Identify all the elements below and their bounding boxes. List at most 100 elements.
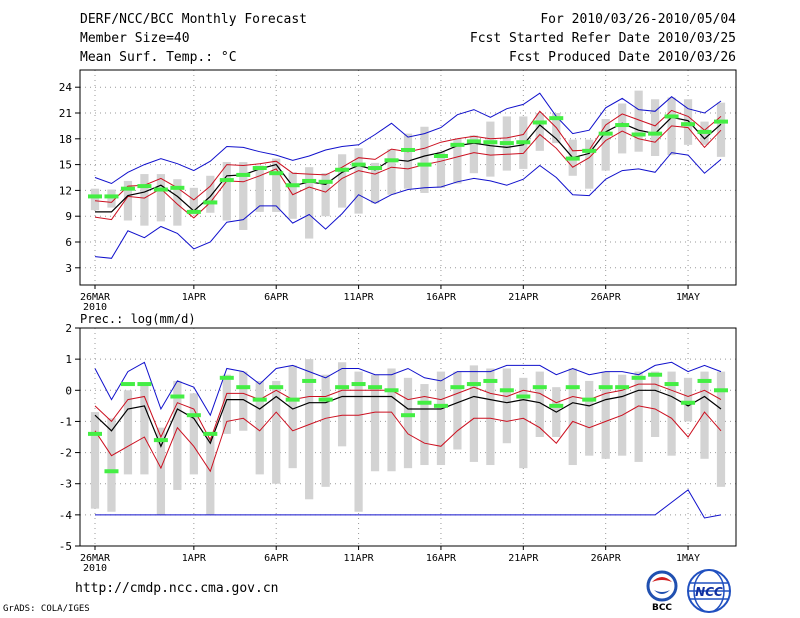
obs-marker — [631, 375, 646, 380]
obs-marker — [384, 388, 399, 393]
obs-marker — [549, 116, 564, 121]
obs-marker — [120, 186, 135, 191]
spread-box — [222, 374, 231, 434]
obs-marker — [285, 183, 300, 188]
obs-marker — [582, 148, 597, 153]
footer-url[interactable]: http://cmdp.ncc.cma.gov.cn — [75, 581, 279, 596]
obs-marker — [664, 114, 679, 119]
spread-box — [156, 174, 166, 222]
obs-marker — [88, 431, 102, 436]
spread-box — [667, 371, 676, 456]
obs-marker — [153, 438, 168, 443]
spread-box — [700, 371, 709, 459]
obs-marker — [351, 382, 366, 387]
precipitation-chart: -5 -4 -3 -2 -1 0 1 2 26MAR 1APR 6APR 11APR 16APR 21AP… — [59, 312, 737, 574]
obs-marker — [697, 129, 712, 134]
obs-marker — [648, 372, 663, 377]
obs-marker — [433, 403, 448, 408]
x-year-label: 2010 — [83, 302, 107, 313]
spread-box — [173, 380, 182, 490]
obs-marker — [516, 140, 531, 145]
obs-marker — [433, 154, 448, 158]
spread-box — [453, 371, 462, 450]
spread-box — [387, 149, 396, 195]
y-tick-label: 0 — [65, 384, 72, 397]
obs-marker — [532, 120, 547, 125]
ncc-logo: NCC — [687, 569, 731, 613]
spread-box — [288, 365, 297, 469]
spread-box — [436, 371, 446, 466]
spread-box — [206, 175, 215, 213]
spread-box — [305, 167, 314, 239]
plot-frame — [79, 69, 737, 286]
temperature-chart: 3 6 9 12 15 18 21 24 26MAR 1APR 6APR 11APR 16APR 21AP… — [59, 69, 737, 313]
obs-marker — [186, 209, 201, 214]
obs-marker — [681, 122, 696, 127]
y-tick-label: 12 — [59, 184, 72, 197]
obs-marker — [417, 162, 432, 167]
bcc-logo-text: BCC — [652, 603, 672, 612]
obs-marker — [466, 139, 481, 144]
spread-box — [618, 103, 627, 154]
header-member-size: Member Size=40 — [80, 31, 190, 46]
y-tick-label: 21 — [59, 107, 72, 120]
y-tick-label: -5 — [59, 540, 72, 553]
x-tick-label: 6APR — [264, 292, 289, 303]
obs-marker — [104, 194, 119, 199]
spread-box — [650, 371, 660, 437]
obs-marker — [120, 382, 135, 387]
obs-marker — [532, 385, 547, 390]
obs-marker — [368, 385, 383, 390]
spread-box — [453, 138, 462, 184]
series-line-lower — [94, 405, 722, 473]
spread-box — [305, 359, 314, 500]
x-tick-label: 1APR — [182, 292, 207, 303]
obs-marker — [269, 385, 284, 390]
obs-marker — [153, 187, 168, 192]
spread-box — [206, 437, 215, 515]
series-line-max — [94, 361, 722, 417]
spread-box — [420, 384, 429, 466]
series-line-min — [95, 489, 722, 519]
spread-box — [535, 371, 544, 437]
spread-box — [272, 158, 281, 212]
obs-marker — [170, 394, 185, 399]
x-tick-label: 26MAR — [80, 553, 111, 564]
spread-box — [321, 374, 330, 487]
obs-marker — [236, 172, 251, 177]
spread-box — [519, 377, 528, 469]
obs-marker — [417, 400, 432, 405]
spread-box — [321, 173, 330, 217]
spread-box — [469, 135, 479, 174]
spread-box — [173, 179, 182, 226]
obs-marker — [137, 184, 152, 189]
obs-marker — [318, 179, 333, 184]
spread-box — [502, 368, 511, 444]
plot-frame — [79, 327, 737, 547]
series-line-max — [94, 152, 722, 259]
spread-box — [189, 187, 198, 215]
y-tick-label: 3 — [65, 262, 72, 275]
spread-box — [716, 371, 726, 487]
spread-box — [107, 418, 116, 512]
obs-marker — [483, 378, 498, 383]
y-tick-label: -1 — [59, 415, 72, 428]
obs-marker — [499, 141, 514, 146]
spread-box — [354, 148, 363, 214]
x-tick-label: 1APR — [182, 553, 207, 564]
spread-box — [486, 368, 495, 466]
y-tick-label: 15 — [59, 159, 72, 172]
y-tick-label: 24 — [59, 81, 73, 94]
chart-title: Prec.: log(mm/d) — [80, 312, 196, 326]
spread-box — [370, 162, 380, 204]
obs-marker — [88, 194, 102, 199]
x-tick-label: 6APR — [264, 553, 289, 564]
y-tick-label: 1 — [65, 353, 72, 366]
obs-marker — [252, 397, 267, 402]
obs-marker — [137, 382, 152, 387]
obs-marker — [203, 431, 218, 436]
header-title: DERF/NCC/BCC Monthly Forecast — [80, 12, 307, 27]
spread-box — [585, 380, 594, 456]
x-tick-label: 26APR — [591, 553, 622, 564]
